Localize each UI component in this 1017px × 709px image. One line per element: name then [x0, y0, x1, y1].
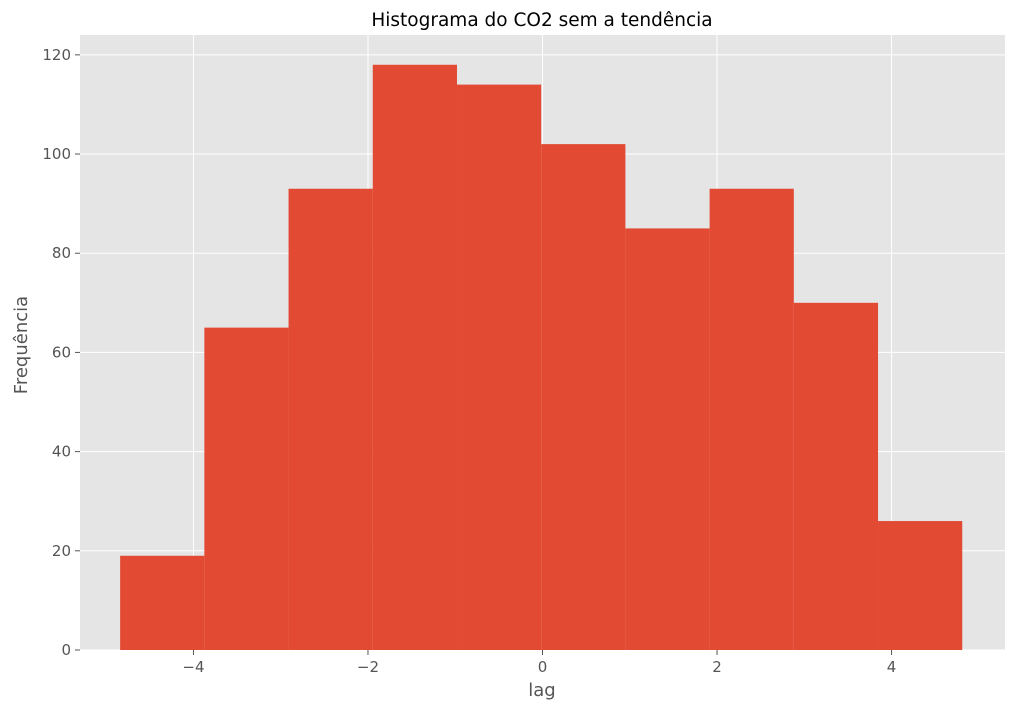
histogram-bar [793, 302, 879, 650]
x-tick-label: 2 [712, 658, 722, 676]
histogram-bar [372, 64, 457, 651]
y-tick-label: 40 [52, 443, 71, 461]
y-axis-label: Frequência [11, 296, 32, 394]
histogram-bars [120, 64, 963, 651]
y-tick-label: 100 [42, 145, 71, 163]
histogram-bar [456, 84, 542, 650]
histogram-bar [878, 521, 963, 650]
x-tick-label: −2 [357, 658, 379, 676]
y-tick-label: 0 [61, 641, 71, 659]
y-tick-label: 20 [52, 542, 71, 560]
x-tick-label: −4 [182, 658, 204, 676]
x-axis-ticks: −4 −2 0 2 4 [182, 650, 896, 676]
histogram-bar [288, 188, 373, 650]
y-tick-label: 80 [52, 244, 71, 262]
y-tick-label: 120 [42, 46, 71, 64]
chart-title: Histograma do CO2 sem a tendência [371, 10, 712, 31]
x-tick-label: 0 [538, 658, 548, 676]
histogram-bar [204, 327, 289, 650]
histogram-bar [625, 228, 710, 650]
histogram-bar [120, 555, 205, 650]
x-axis-label: lag [528, 680, 555, 701]
x-tick-label: 4 [887, 658, 897, 676]
y-axis-ticks: 0 20 40 60 80 100 120 [42, 46, 80, 659]
histogram-bar [709, 188, 794, 650]
histogram-bar [541, 144, 626, 650]
y-tick-label: 60 [52, 343, 71, 361]
